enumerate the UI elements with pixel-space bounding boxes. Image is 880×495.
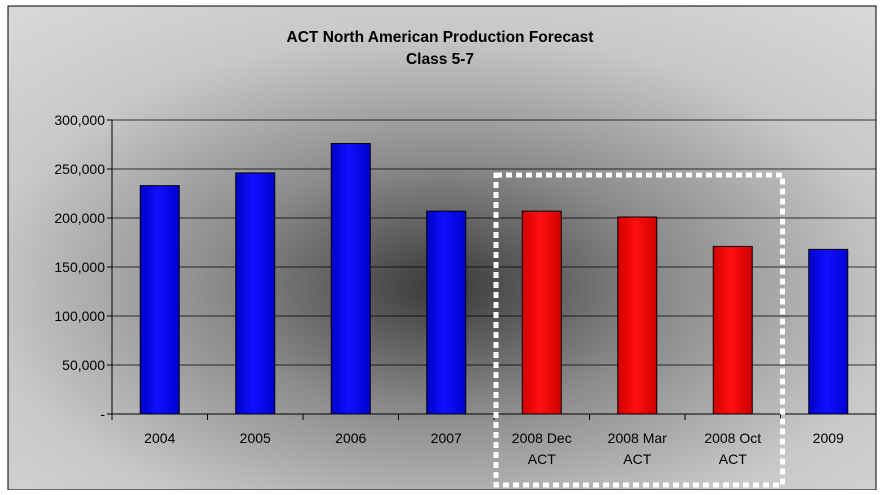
- y-tick-label: 250,000: [54, 161, 105, 177]
- highlight-box: [493, 172, 785, 488]
- x-tick-label: 2006: [335, 430, 366, 446]
- y-axis: - 50,000 100,000 150,000 200,000 250,000 300,0…: [54, 112, 113, 422]
- x-tick-label: 2004: [144, 430, 175, 446]
- x-tick-label: 2007: [431, 430, 462, 446]
- y-tick-label: 100,000: [54, 308, 105, 324]
- bar: [521, 210, 562, 415]
- chart-title: ACT North American Production Forecast: [287, 29, 594, 46]
- y-tick-label: -: [100, 406, 105, 422]
- x-tick-label: 2008 Mar ACT: [608, 430, 667, 467]
- x-tick-label: 2009: [813, 430, 844, 446]
- x-tick-label: 2005: [240, 430, 271, 446]
- x-tick-label: 2008 Dec ACT: [512, 430, 572, 467]
- bar: [139, 185, 180, 415]
- bars: [139, 143, 849, 415]
- highlight-box-group: [493, 172, 785, 488]
- bar: [808, 248, 849, 415]
- x-tick-label: 2008 Oct ACT: [704, 430, 761, 467]
- y-tick-label: 200,000: [54, 210, 105, 226]
- y-tick-label: 150,000: [54, 259, 105, 275]
- bar: [426, 210, 467, 415]
- y-tick-label: 50,000: [62, 357, 105, 373]
- bar: [712, 245, 753, 415]
- bar: [617, 216, 658, 415]
- chart-subtitle: Class 5-7: [406, 51, 474, 68]
- bar: [330, 143, 371, 415]
- bar: [235, 172, 276, 415]
- y-tick-label: 300,000: [54, 112, 105, 128]
